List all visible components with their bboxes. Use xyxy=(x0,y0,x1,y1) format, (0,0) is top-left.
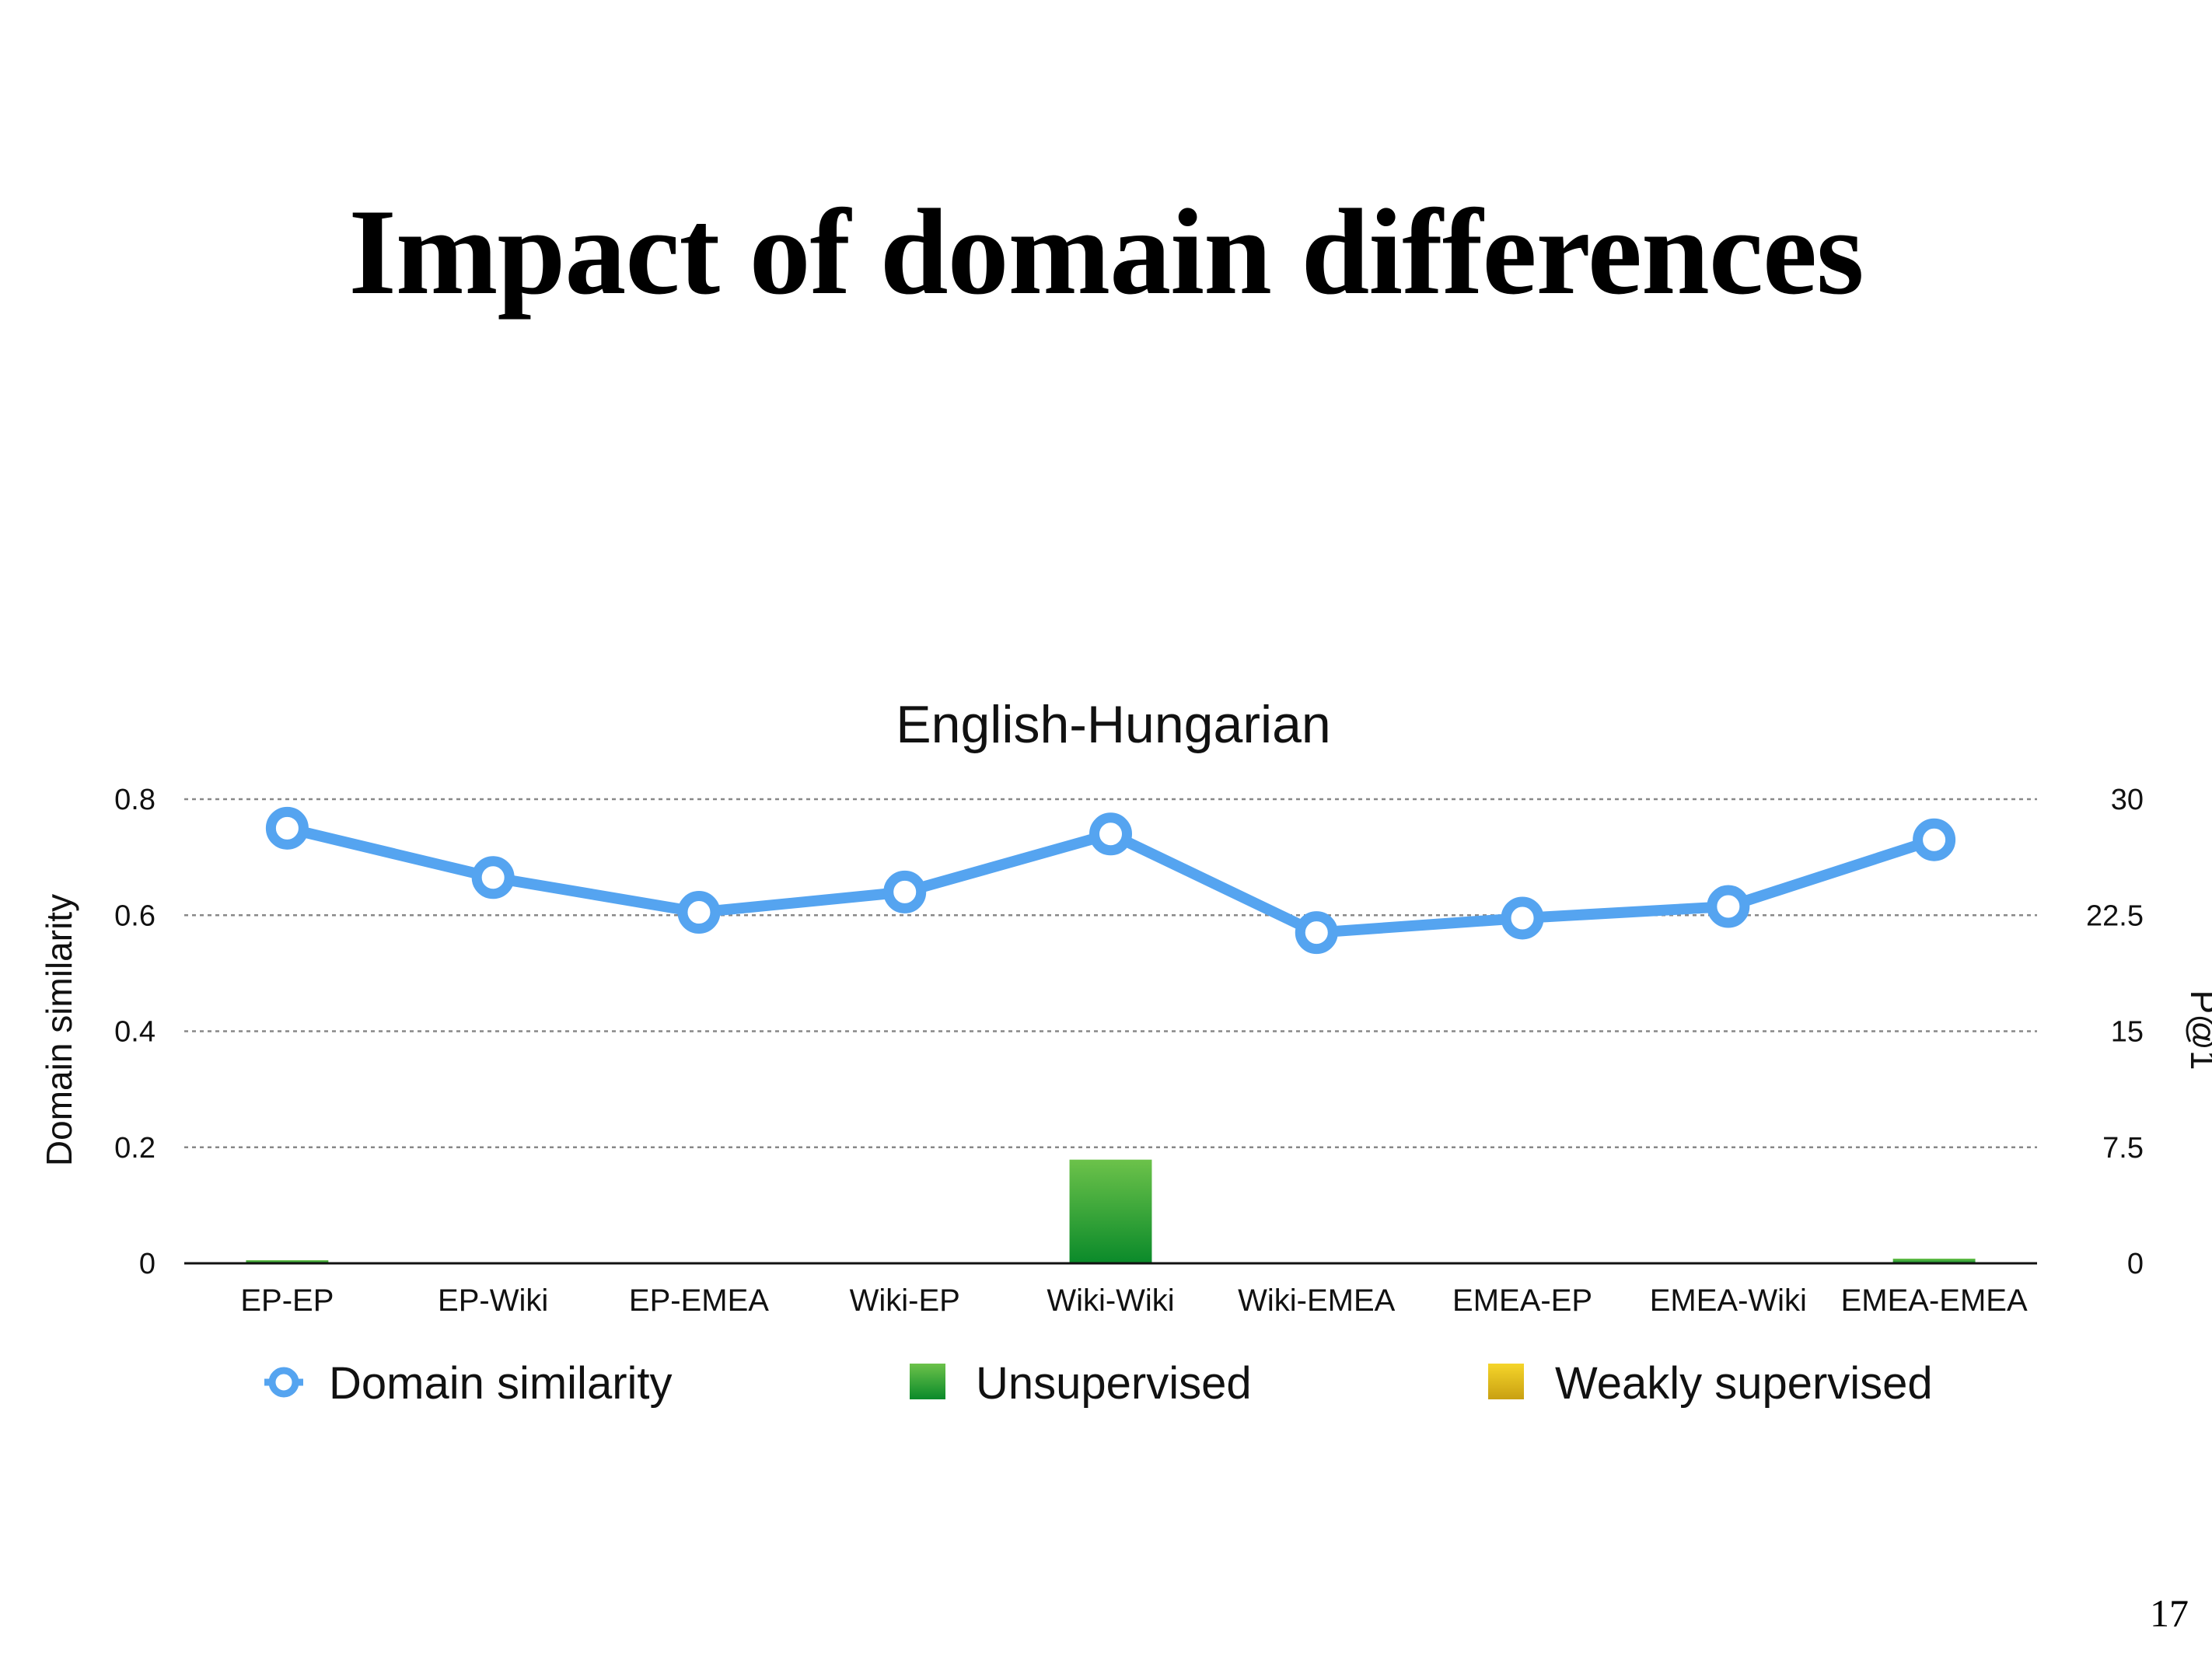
x-tick-label: EP-EMEA xyxy=(629,1284,769,1318)
gridlines xyxy=(184,798,2037,1148)
data-point-domain-similarity xyxy=(883,870,927,913)
y-tick-label-right: 30 xyxy=(2111,784,2144,816)
x-tick-label: EP-Wiki xyxy=(438,1284,548,1318)
legend-label-domain-similarity: Domain similarity xyxy=(329,1358,673,1409)
legend-label-unsupervised: Unsupervised xyxy=(976,1358,1252,1409)
y-tick-label-right: 0 xyxy=(2127,1248,2144,1280)
data-point-domain-similarity xyxy=(1501,896,1544,940)
bar-unsupervised xyxy=(1069,1159,1152,1263)
x-tick-label: EP-EP xyxy=(240,1284,334,1318)
y-tick-label-left: 0.2 xyxy=(114,1132,156,1165)
data-point-domain-similarity xyxy=(1707,885,1750,928)
domain-similarity-line xyxy=(265,806,1956,955)
page-number: 17 xyxy=(2150,1591,2189,1635)
bar-unsupervised xyxy=(1892,1259,1976,1263)
y-axis-title-right: P@1 xyxy=(2183,990,2212,1070)
y-tick-label-right: 15 xyxy=(2111,1016,2144,1049)
data-point-domain-similarity xyxy=(471,856,515,899)
x-tick-label: EMEA-EMEA xyxy=(1841,1284,2028,1318)
y-tick-label-left: 0 xyxy=(139,1248,156,1280)
x-tick-label: Wiki-EP xyxy=(850,1284,960,1318)
y-tick-label-left: 0.4 xyxy=(114,1016,156,1049)
y-tick-label-right: 7.5 xyxy=(2102,1132,2144,1165)
data-point-domain-similarity xyxy=(677,891,721,934)
y-tick-label-right: 22.5 xyxy=(2086,899,2144,932)
y-tick-label-left: 0.6 xyxy=(114,899,156,932)
axes: 0 0 0.2 7.5 0.4 15 0.6 22.5 0.8 30 EP-EP EP-Wiki EP-… xyxy=(114,784,2144,1318)
bar-unsupervised xyxy=(246,1260,329,1263)
legend-swatch-weakly-supervised xyxy=(1488,1364,1524,1399)
data-point-domain-similarity xyxy=(1913,818,1956,861)
x-tick-label: Wiki-Wiki xyxy=(1047,1284,1174,1318)
chart-title: English-Hungarian xyxy=(896,695,1330,754)
legend-circle-marker xyxy=(268,1367,299,1398)
y-tick-label-left: 0.8 xyxy=(114,784,156,816)
x-tick-label: EMEA-Wiki xyxy=(1650,1284,1807,1318)
y-axis-title-left: Domain similarity xyxy=(39,894,79,1166)
x-tick-label: EMEA-EP xyxy=(1452,1284,1592,1318)
data-point-domain-similarity xyxy=(265,806,309,850)
x-tick-label: Wiki-EMEA xyxy=(1238,1284,1396,1318)
legend-label-weakly-supervised: Weakly supervised xyxy=(1555,1358,1933,1409)
legend-swatch-unsupervised xyxy=(910,1364,945,1399)
data-point-domain-similarity xyxy=(1089,812,1132,856)
data-point-domain-similarity xyxy=(1295,911,1338,955)
legend: Domain similarity Unsupervised Weakly supe… xyxy=(264,1358,1933,1409)
bars xyxy=(246,1159,1976,1263)
slide-title: Impact of domain differences xyxy=(348,184,1864,320)
